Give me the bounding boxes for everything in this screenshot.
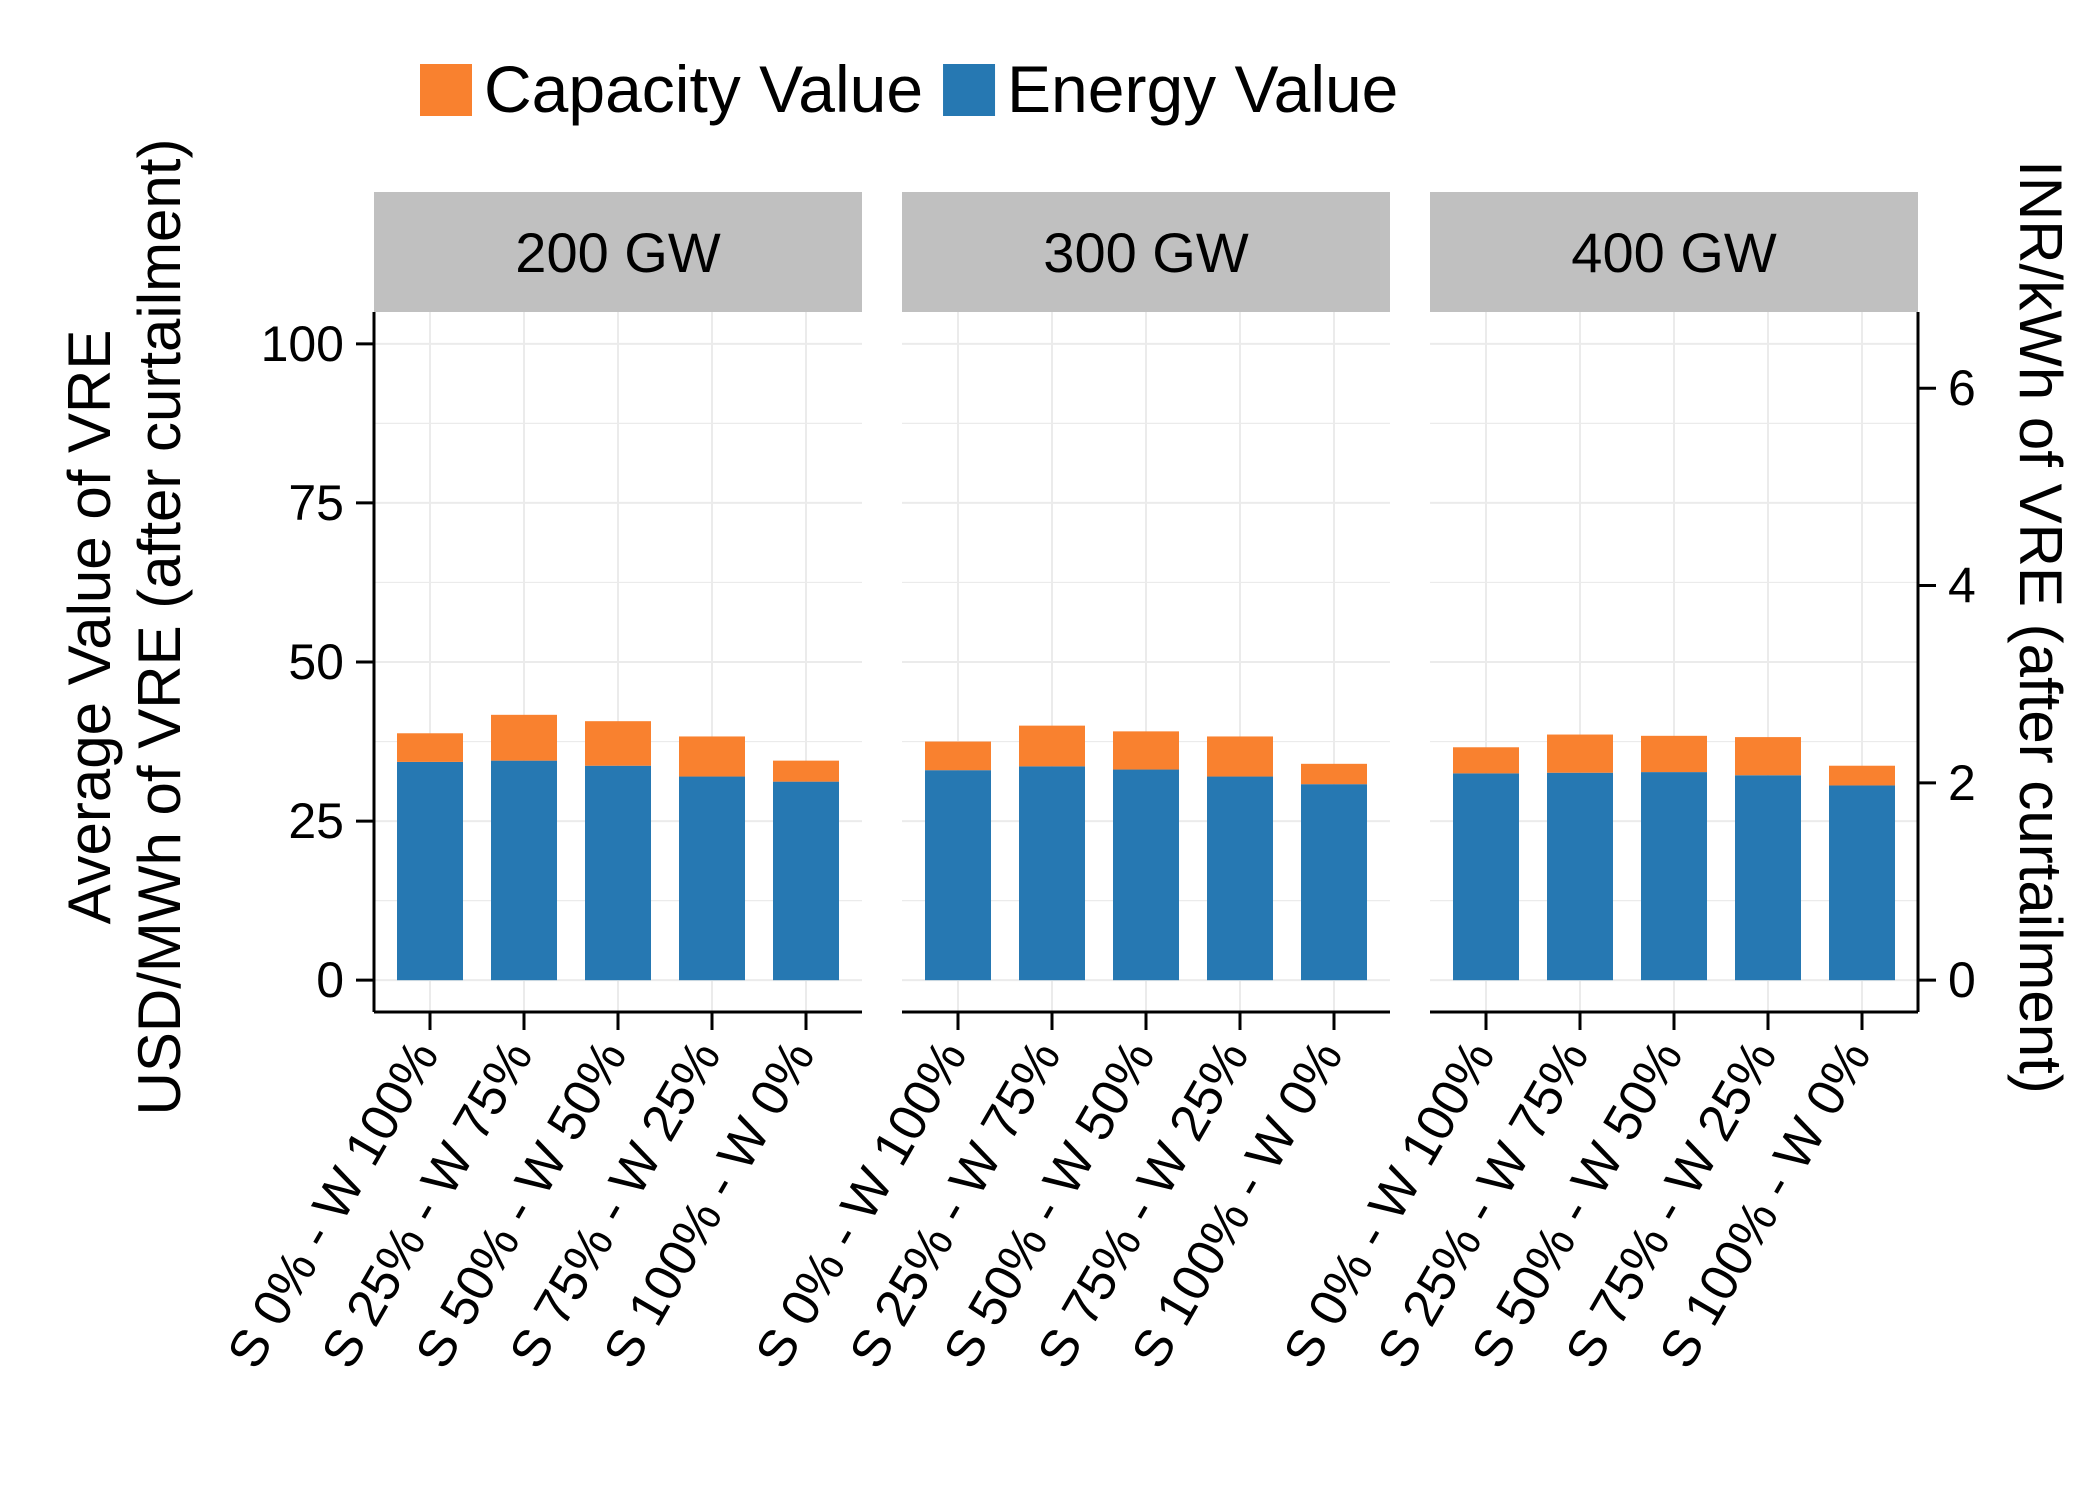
bar-energy-value (1113, 769, 1179, 981)
legend: Capacity Value Energy Value (420, 52, 1398, 126)
bar-capacity-value (1301, 763, 1367, 785)
bar-capacity-value (1829, 765, 1895, 786)
left-y-axis: 0 25 50 75 100 (261, 312, 376, 1012)
y-axis-title: USD/MWh of VRE (after curtailment) (126, 139, 193, 1116)
bar-capacity-value (925, 741, 991, 771)
bar-capacity-value (1547, 734, 1613, 773)
y-axis-title: Average Value of VRE (56, 330, 123, 925)
bar-energy-value (1207, 776, 1273, 981)
bar-energy-value (773, 781, 839, 981)
bar-energy-value (1301, 784, 1367, 981)
facet-strip (902, 192, 1390, 312)
bar-capacity-value (773, 760, 839, 782)
bar-energy-value (679, 776, 745, 981)
bar-energy-value (1735, 775, 1801, 981)
bar-energy-value (1453, 773, 1519, 981)
y2-tick-label: 4 (1948, 558, 1976, 614)
bar-capacity-value (1019, 725, 1085, 767)
facet-label: 200 GW (515, 221, 721, 284)
facet-panels: 200 GWS 0% - W 100%S 25% - W 75%S 50% - … (217, 192, 1918, 1378)
y-tick-label: 0 (316, 952, 344, 1008)
bar-capacity-value (1735, 737, 1801, 776)
bar-energy-value (925, 770, 991, 981)
y-tick-label: 100 (261, 316, 344, 372)
bar-capacity-value (1207, 736, 1273, 777)
right-y-axis: 0 2 4 6 (1916, 312, 1976, 1012)
legend-label: Energy Value (1007, 52, 1398, 126)
facet-label: 300 GW (1043, 221, 1249, 284)
y-tick-label: 75 (288, 475, 344, 531)
bar-capacity-value (1453, 747, 1519, 774)
legend-label: Capacity Value (484, 52, 923, 126)
axis-titles: Average Value of VRE USD/MWh of VRE (afte… (56, 139, 2074, 1116)
bar-energy-value (1547, 772, 1613, 981)
facet-panel: 400 GWS 0% - W 100%S 25% - W 75%S 50% - … (1273, 192, 1918, 1378)
bar-energy-value (1641, 772, 1707, 981)
y2-tick-label: 6 (1948, 360, 1976, 416)
y-tick-label: 50 (288, 634, 344, 690)
y-tick-label: 25 (288, 793, 344, 849)
bar-energy-value (397, 761, 463, 981)
bar-capacity-value (679, 736, 745, 777)
bar-capacity-value (1113, 731, 1179, 770)
y2-axis-title: INR/kWh of VRE (after curtailment) (2007, 160, 2074, 1094)
bar-energy-value (491, 760, 557, 981)
bar-capacity-value (1641, 735, 1707, 773)
y2-tick-label: 2 (1948, 755, 1976, 811)
facet-strip (374, 192, 862, 312)
bar-energy-value (1019, 766, 1085, 981)
facet-panel: 300 GWS 0% - W 100%S 25% - W 75%S 50% - … (745, 192, 1390, 1378)
facet-label: 400 GW (1571, 221, 1777, 284)
facet-panel: 200 GWS 0% - W 100%S 25% - W 75%S 50% - … (217, 192, 862, 1378)
legend-swatch (420, 64, 472, 116)
bar-capacity-value (397, 733, 463, 762)
bar-energy-value (585, 765, 651, 981)
legend-swatch (943, 64, 996, 116)
y2-tick-label: 0 (1948, 952, 1976, 1008)
bar-energy-value (1829, 785, 1895, 981)
facet-strip (1430, 192, 1918, 312)
bar-capacity-value (491, 714, 557, 761)
bar-capacity-value (585, 721, 651, 766)
